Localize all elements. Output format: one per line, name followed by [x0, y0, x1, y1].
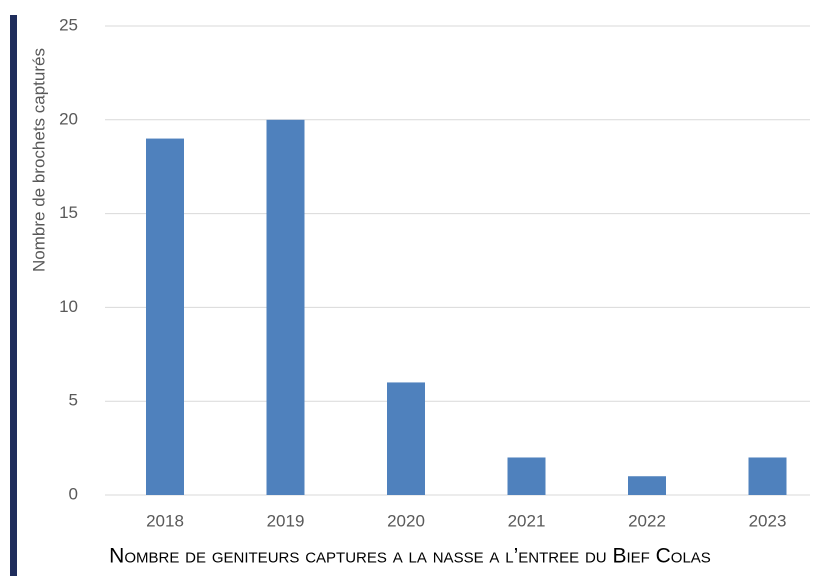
bar	[748, 457, 787, 495]
x-tick-label: 2018	[146, 511, 184, 530]
x-tick-label: 2022	[628, 511, 666, 530]
x-tick-label: 2023	[749, 511, 787, 530]
y-tick-label: 0	[69, 484, 78, 503]
chart-title: Nombre de geniteurs captures a la nasse …	[109, 545, 711, 568]
bar	[146, 138, 184, 495]
y-tick-label: 15	[59, 203, 78, 222]
x-tick-label: 2021	[508, 511, 546, 530]
side-bar	[10, 15, 17, 576]
y-tick-label: 25	[59, 15, 78, 34]
y-axis-label: Nombre de brochets capturés	[29, 48, 48, 272]
bar	[507, 457, 546, 495]
y-tick-label: 20	[59, 109, 78, 128]
bar	[387, 382, 425, 495]
y-tick-label: 5	[69, 391, 78, 410]
y-tick-label: 10	[59, 297, 78, 316]
x-tick-label: 2019	[267, 511, 305, 530]
bar	[266, 119, 305, 496]
x-tick-label: 2020	[387, 511, 425, 530]
bar	[628, 476, 666, 495]
